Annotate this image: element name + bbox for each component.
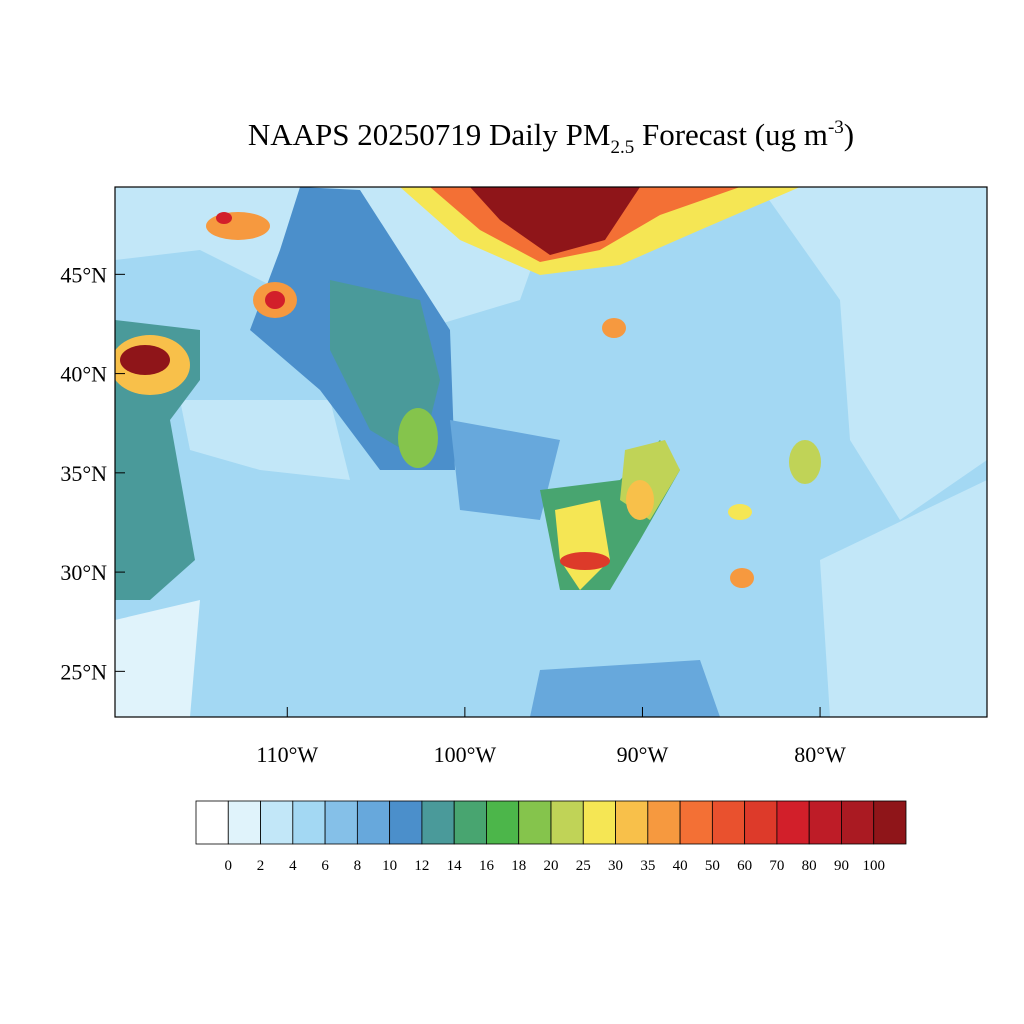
lon-label: 80°W xyxy=(794,742,846,767)
colorbar-label: 70 xyxy=(769,858,784,874)
colorbar-box xyxy=(195,800,229,845)
map-frame xyxy=(114,186,988,718)
colorbar-label: 14 xyxy=(447,858,463,874)
colorbar-box xyxy=(808,800,842,845)
map-title: NAAPS 20250719 Daily PM2.5 Forecast (ug … xyxy=(248,117,854,158)
colorbar-label: 10 xyxy=(382,858,397,874)
colorbar-label: 80 xyxy=(802,858,817,874)
colorbar-label: 30 xyxy=(608,858,623,874)
lat-label: 25°N xyxy=(60,659,107,684)
colorbar-box xyxy=(389,800,423,845)
lat-label: 30°N xyxy=(60,560,107,585)
colorbar-box xyxy=(324,800,358,845)
colorbar-label: 6 xyxy=(321,858,329,874)
colorbar-box xyxy=(582,800,616,845)
concentration-field xyxy=(115,187,987,717)
colorbar-box xyxy=(227,800,261,845)
colorbar-box xyxy=(453,800,487,845)
title-main: NAAPS 20250719 Daily PM xyxy=(248,117,611,152)
colorbar-label: 4 xyxy=(289,858,297,874)
colorbar-box xyxy=(873,800,907,845)
colorbar-label: 50 xyxy=(705,858,720,874)
colorbar-box xyxy=(647,800,681,845)
colorbar-box xyxy=(292,800,326,845)
colorbar-box xyxy=(615,800,649,845)
title-sup: -3 xyxy=(828,117,844,138)
title-rest: Forecast (ug m xyxy=(634,117,828,152)
colorbar-label: 60 xyxy=(737,858,752,874)
colorbar-box xyxy=(518,800,552,845)
colorbar-label: 2 xyxy=(257,858,265,874)
colorbar-label: 0 xyxy=(225,858,233,874)
title-end: ) xyxy=(844,117,854,152)
lon-label: 100°W xyxy=(434,742,497,767)
colorbar-box xyxy=(486,800,520,845)
colorbar-box xyxy=(744,800,778,845)
lat-label: 35°N xyxy=(60,461,107,486)
lat-label: 40°N xyxy=(60,362,107,387)
lat-label: 45°N xyxy=(60,262,107,287)
colorbar-label: 12 xyxy=(414,858,429,874)
colorbar-label: 40 xyxy=(673,858,688,874)
colorbar-label: 18 xyxy=(511,858,526,874)
colorbar-label: 25 xyxy=(576,858,591,874)
colorbar-box xyxy=(679,800,713,845)
colorbar-label: 8 xyxy=(354,858,362,874)
colorbar-box xyxy=(711,800,746,845)
lon-label: 110°W xyxy=(256,742,318,767)
colorbar-box xyxy=(776,800,810,845)
colorbar-box xyxy=(550,800,584,845)
colorbar-label: 20 xyxy=(544,858,559,874)
colorbar-label: 100 xyxy=(862,858,885,874)
colorbar-box xyxy=(421,800,455,845)
colorbar-label: 16 xyxy=(479,858,495,874)
colorbar-box xyxy=(356,800,391,845)
colorbar-box xyxy=(260,800,294,845)
colorbar-box xyxy=(841,800,875,845)
title-sub: 2.5 xyxy=(610,137,634,158)
lon-label: 90°W xyxy=(617,742,669,767)
colorbar-label: 35 xyxy=(640,858,655,874)
colorbar-label: 90 xyxy=(834,858,849,874)
